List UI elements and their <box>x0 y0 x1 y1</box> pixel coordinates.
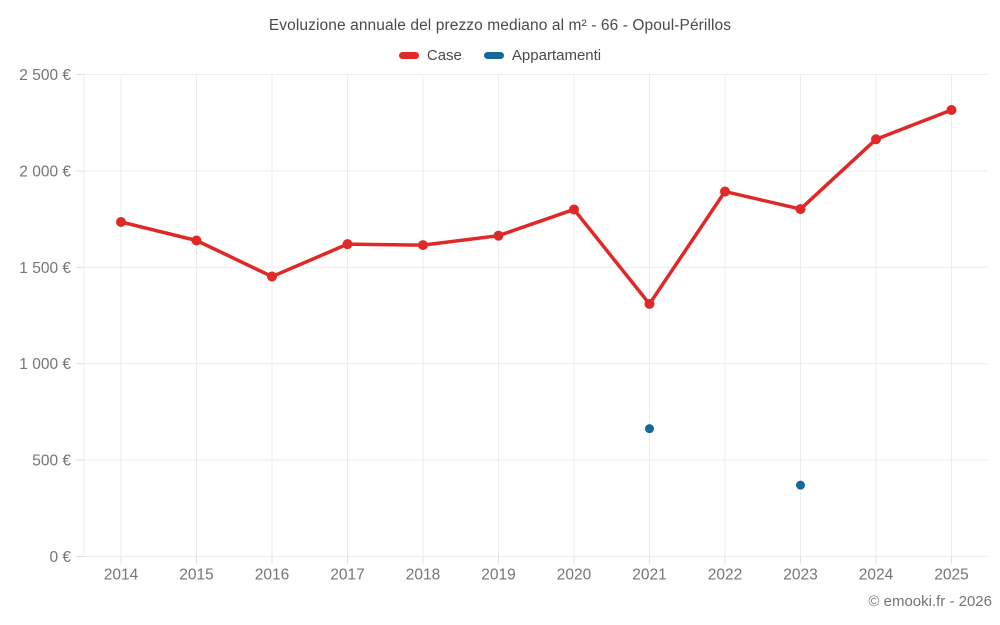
legend-item-case[interactable]: Case <box>398 47 462 64</box>
svg-text:2018: 2018 <box>406 567 440 584</box>
svg-text:2023: 2023 <box>783 567 817 584</box>
legend-label-case: Case <box>426 47 462 64</box>
svg-text:2025: 2025 <box>934 567 968 584</box>
svg-text:500 €: 500 € <box>32 453 71 470</box>
svg-text:2022: 2022 <box>708 567 742 584</box>
svg-text:2016: 2016 <box>255 567 289 584</box>
svg-text:2015: 2015 <box>179 567 213 584</box>
appartamenti-series-swatch-icon <box>483 52 504 59</box>
svg-text:1 500 €: 1 500 € <box>19 260 71 277</box>
svg-text:2017: 2017 <box>330 567 364 584</box>
case-series-swatch-icon <box>398 52 419 59</box>
legend-item-appartamenti[interactable]: Appartamenti <box>483 47 602 64</box>
svg-text:1 000 €: 1 000 € <box>19 356 71 373</box>
svg-text:2 500 €: 2 500 € <box>19 67 71 84</box>
copyright-watermark: © emooki.fr - 2026 <box>868 593 992 610</box>
svg-text:0 €: 0 € <box>49 549 71 566</box>
svg-text:2019: 2019 <box>481 567 515 584</box>
svg-text:2014: 2014 <box>104 567 139 584</box>
legend-label-appartamenti: Appartamenti <box>511 47 602 64</box>
svg-text:2021: 2021 <box>632 567 666 584</box>
svg-text:2020: 2020 <box>557 567 592 584</box>
svg-text:2024: 2024 <box>859 567 894 584</box>
chart-title: Evoluzione annuale del prezzo mediano al… <box>268 17 732 34</box>
svg-text:2 000 €: 2 000 € <box>19 163 71 180</box>
legend: Case Appartamenti <box>0 47 1000 64</box>
